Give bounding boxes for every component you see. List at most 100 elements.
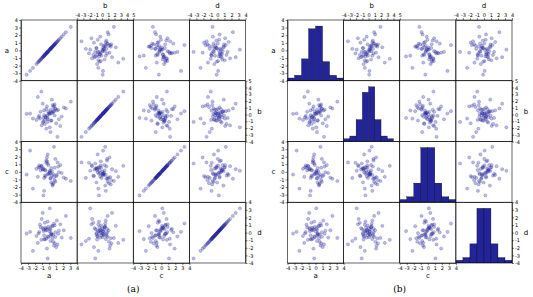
point (97, 194, 100, 197)
point (95, 168, 98, 171)
point (376, 45, 379, 48)
tick-label: -2 (145, 265, 150, 271)
tick-label: -1 (13, 55, 18, 61)
tick: 0 (15, 169, 21, 175)
point (310, 169, 313, 172)
point (168, 243, 171, 246)
point (205, 161, 208, 164)
cell (400, 142, 456, 203)
point (501, 56, 504, 59)
point (43, 53, 46, 56)
point (101, 73, 104, 76)
point (304, 114, 307, 117)
point (57, 39, 60, 42)
point (477, 161, 480, 164)
plot-area (25, 145, 72, 197)
point (215, 73, 218, 76)
point (103, 58, 106, 61)
tick-mark (246, 18, 247, 20)
cell (21, 202, 77, 263)
point (489, 166, 492, 169)
point (310, 238, 313, 241)
tick-mark (231, 18, 232, 20)
tick: 1 (15, 40, 21, 46)
tick: 4 (15, 139, 21, 145)
point (144, 249, 147, 252)
point (409, 109, 412, 112)
point (96, 38, 99, 41)
point (179, 112, 182, 115)
point (199, 117, 202, 120)
tick-mark (203, 18, 204, 20)
point (336, 236, 339, 239)
point (375, 244, 378, 247)
point (101, 69, 104, 72)
point (50, 174, 53, 177)
tick: -2 (33, 263, 38, 271)
point (166, 110, 169, 113)
hist-bar (323, 62, 330, 81)
tick: 2 (246, 98, 252, 104)
point (477, 100, 480, 103)
cell-frame (77, 81, 133, 142)
point (80, 135, 83, 138)
point (422, 95, 425, 98)
point (364, 220, 367, 223)
point (477, 183, 480, 186)
hist-bar (330, 75, 337, 80)
cell (456, 142, 512, 203)
point (476, 54, 479, 57)
cell (456, 20, 512, 81)
axis: -4-3-2-101234 (131, 263, 191, 271)
point (138, 55, 141, 58)
point (56, 135, 59, 138)
panel: -4-3-2-101234a-4-3-2-101234a-4-3-2-10123… (271, 2, 528, 294)
point (114, 170, 117, 173)
point (39, 110, 42, 113)
point (484, 106, 487, 109)
tick-label: 5 (249, 78, 252, 84)
point (49, 177, 52, 180)
tick-mark (224, 18, 225, 20)
point (424, 50, 427, 53)
point (215, 232, 218, 235)
point (223, 166, 226, 169)
point (368, 232, 371, 235)
point (87, 161, 90, 164)
point (112, 179, 115, 182)
point (176, 118, 179, 121)
point (218, 229, 221, 232)
point (226, 172, 229, 175)
point (478, 42, 481, 45)
point (159, 35, 162, 38)
point (150, 231, 153, 234)
point (438, 42, 441, 45)
cell (400, 202, 456, 263)
tick-mark (90, 18, 91, 20)
point (43, 118, 46, 121)
point (292, 112, 295, 115)
point (427, 126, 430, 129)
point (495, 165, 498, 168)
point (471, 161, 474, 164)
point (374, 156, 377, 159)
point (308, 228, 311, 231)
plot-area (458, 25, 508, 76)
point (315, 234, 318, 237)
point (104, 110, 107, 113)
point (501, 102, 504, 105)
point (176, 235, 179, 238)
point (199, 66, 202, 69)
point (307, 217, 310, 220)
cell-frame (456, 81, 512, 142)
plot-area (192, 90, 242, 138)
point (149, 240, 152, 243)
tick: -1 (246, 118, 254, 124)
point (425, 35, 428, 38)
point (360, 50, 363, 53)
plot-area (288, 26, 344, 81)
point (231, 107, 234, 110)
point (219, 167, 222, 170)
plot-area (138, 90, 186, 138)
tick-mark (246, 255, 248, 256)
